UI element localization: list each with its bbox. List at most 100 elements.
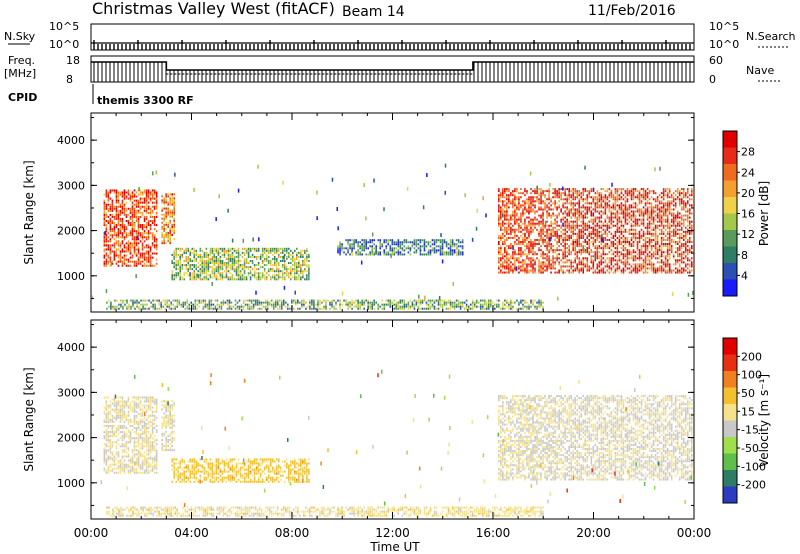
data-cell [524,204,526,207]
data-cell [598,255,601,258]
data-cell [391,251,394,254]
data-cell [129,230,132,233]
data-cell [405,239,408,242]
data-cell [277,247,280,250]
data-cell [518,206,520,209]
data-cell [105,260,108,263]
data-cell [530,243,532,246]
data-cell [622,269,625,272]
data-cell [668,253,671,256]
data-cell [530,222,532,225]
data-cell [612,253,615,256]
data-cell [261,266,264,269]
data-cell [287,251,290,254]
data-cell [107,260,110,263]
data-cell [542,236,544,239]
data-cell [528,220,530,223]
data-cell [664,202,667,205]
data-cell [616,269,619,272]
data-cell [403,253,406,256]
data-cell [570,196,572,199]
data-cell [636,247,639,250]
data-cell [169,229,171,232]
data-cell [207,262,210,265]
data-cell [524,259,526,262]
data-cell [542,228,544,231]
data-cell [231,268,234,271]
data-cell [688,265,691,268]
data-cell [582,200,585,203]
data-cell [205,259,208,263]
data-cell [107,262,110,265]
data-cell [642,206,645,209]
data-cell [129,242,132,245]
data-cell [534,263,536,266]
data-cell [127,189,130,192]
data-cell [116,305,118,308]
data-cell [584,188,587,191]
data-cell [614,269,617,272]
data-cell [590,210,593,213]
data-cell [566,212,568,215]
data-cell [548,232,550,235]
data-cell [560,269,562,272]
data-cell [564,228,566,231]
data-cell [682,251,685,254]
data-cell [664,214,667,217]
data-cell [574,198,577,201]
data-cell [524,202,526,205]
data-cell [137,217,140,220]
data-cell [117,244,120,247]
data-cell [524,190,526,193]
data-cell [620,253,623,256]
data-cell [267,262,270,265]
data-cell [554,218,556,221]
data-cell [227,262,230,265]
data-cell [165,207,167,210]
data-cell [164,307,166,310]
data-cell [221,249,224,252]
data-cell [534,261,536,264]
data-cell [125,258,128,261]
data-cell [546,263,548,266]
data-cell [123,258,126,261]
data-cell [604,212,607,215]
data-cell [528,198,530,201]
data-cell [149,219,152,222]
data-cell [556,271,558,274]
data-cell [127,242,130,245]
data-cell [221,276,224,279]
data-cell [602,253,605,256]
data-cell [576,224,579,227]
data-cell [540,194,542,197]
data-cell [566,234,568,237]
data-cell [225,274,228,277]
data-cell [133,189,136,192]
data-cell [522,265,524,268]
data-cell [289,257,292,260]
data-cell [628,249,631,252]
data-cell [133,195,136,198]
data-cell [355,251,357,254]
data-cell [277,264,280,267]
data-cell [109,260,112,263]
data-cell [570,202,572,205]
data-cell [586,224,589,227]
data-cell [564,222,566,225]
data-cell [219,251,222,254]
data-cell [141,197,144,200]
data-cell [592,230,595,233]
data-cell [608,226,611,229]
data-cell [618,204,621,207]
data-cell [620,243,623,246]
data-cell [536,228,538,231]
data-cell [684,265,687,268]
data-cell [504,188,506,191]
data-cell [221,268,224,271]
data-cell [113,256,116,259]
data-cell [602,238,605,241]
data-cell [680,247,683,250]
data-cell [357,251,359,254]
data-cell [610,232,613,235]
data-cell [186,301,189,304]
